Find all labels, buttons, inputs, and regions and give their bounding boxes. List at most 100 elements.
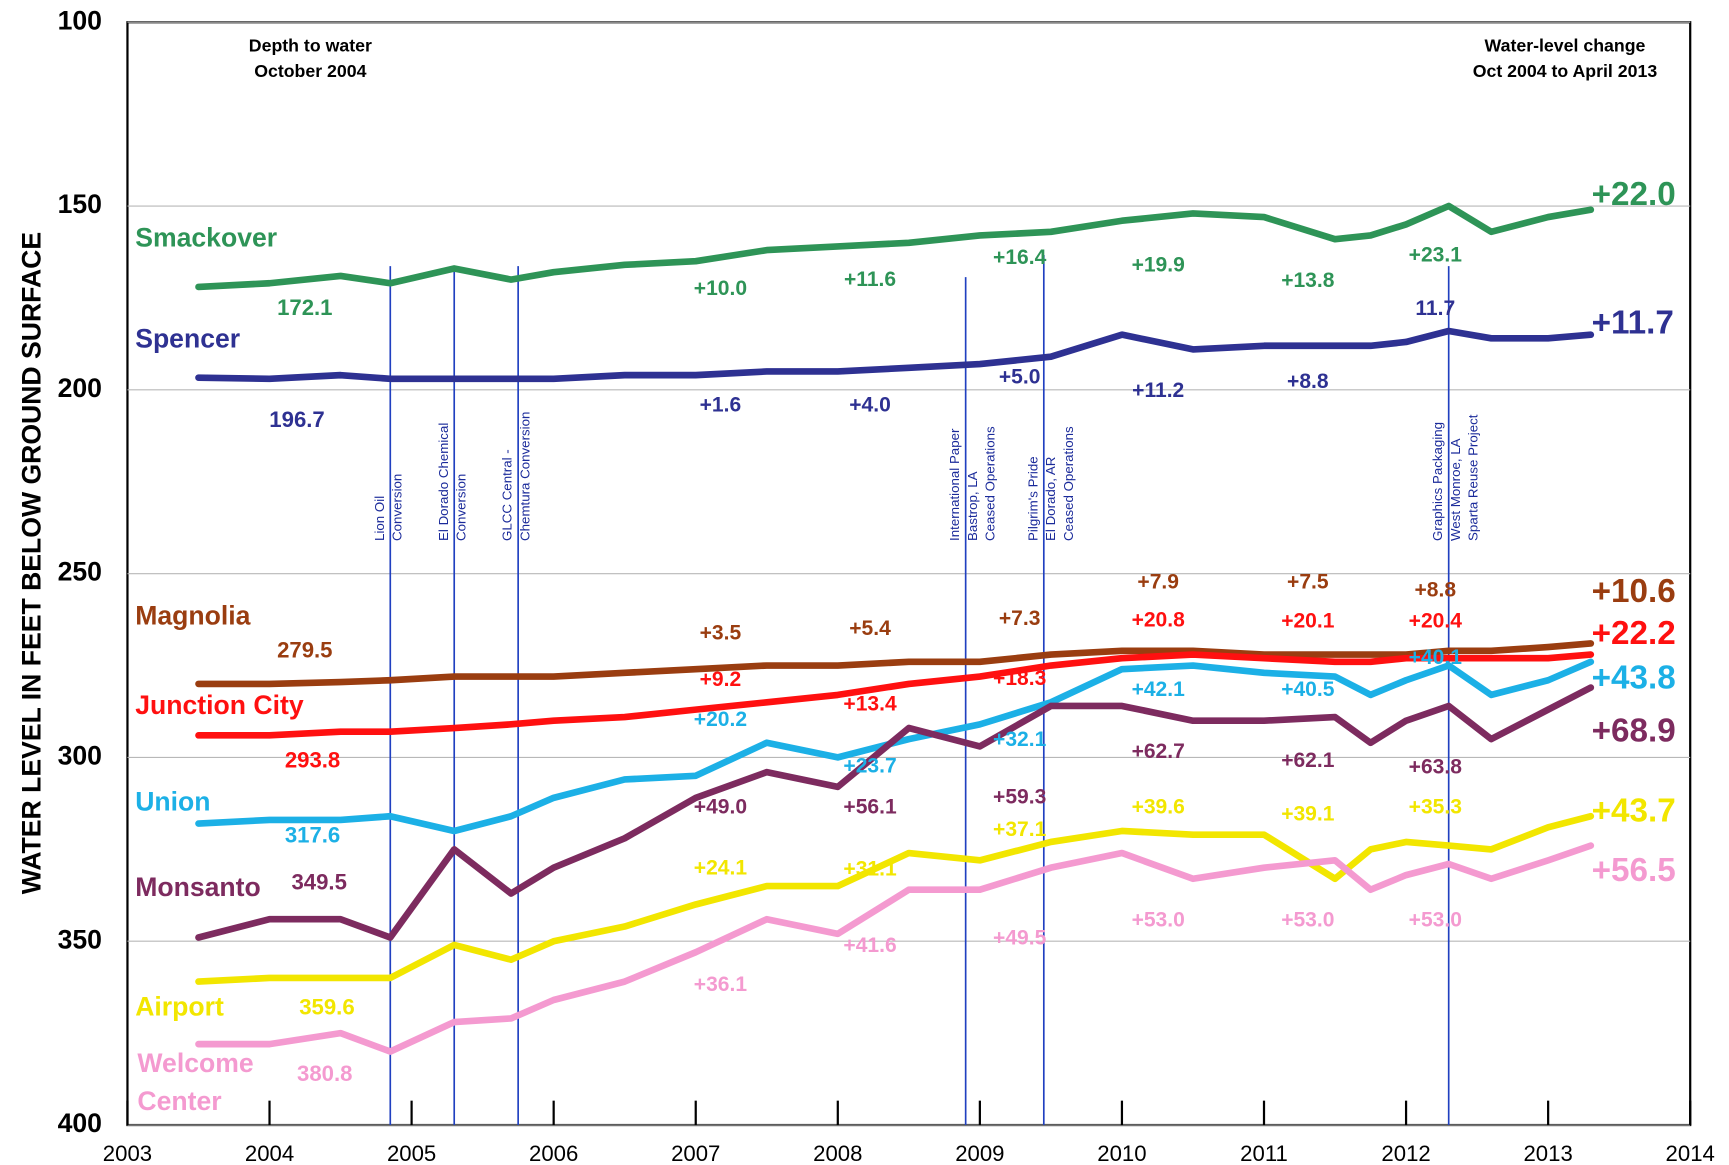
event-label: Conversion: [453, 474, 468, 541]
y-tick-label: 200: [58, 373, 102, 403]
x-tick-label: 2014: [1666, 1141, 1715, 1165]
change-label: +49.5: [993, 926, 1047, 949]
start-label: 359.6: [299, 995, 354, 1020]
x-tick-label: 2006: [529, 1141, 578, 1165]
y-tick-label: 150: [58, 189, 102, 219]
change-label: +4.0: [849, 393, 891, 416]
x-tick-label: 2008: [813, 1141, 862, 1165]
event-label: Pilgrim's Pride: [1025, 456, 1040, 541]
change-label: +37.1: [993, 818, 1047, 841]
change-label: +31.1: [843, 858, 897, 881]
x-tick-label: 2007: [671, 1141, 720, 1165]
change-label: +62.1: [1281, 749, 1335, 772]
right-note: Oct 2004 to April 2013: [1473, 61, 1658, 81]
event-label: El Dorado Chemical: [436, 423, 451, 541]
y-tick-label: 300: [58, 740, 102, 770]
change-label: +63.8: [1409, 756, 1463, 779]
y-tick-label: 400: [58, 1108, 102, 1138]
right-note: Water-level change: [1485, 35, 1646, 55]
change-label: +56.1: [843, 796, 897, 819]
change-label: +49.0: [694, 796, 747, 819]
change-label: +40.5: [1281, 678, 1335, 701]
series-name: Monsanto: [135, 872, 261, 902]
end-label: +22.2: [1592, 615, 1676, 652]
change-label: +24.1: [694, 857, 748, 880]
event-label: Lion Oil: [372, 496, 387, 541]
series-line: [195, 651, 1595, 739]
series-line: [195, 812, 1595, 985]
series-line: [195, 327, 1595, 383]
series-name: Spencer: [135, 323, 240, 353]
change-label: +8.8: [1287, 370, 1329, 393]
series-name: Airport: [135, 992, 224, 1022]
end-label: +43.7: [1592, 792, 1676, 829]
event-label: Chemtura Conversion: [517, 412, 532, 541]
series-name: Smackover: [135, 223, 277, 253]
change-label: +62.7: [1132, 740, 1185, 763]
event-label: El Dorado, AR: [1043, 457, 1058, 541]
change-label: +7.5: [1287, 571, 1329, 594]
change-label: +20.8: [1132, 608, 1186, 631]
change-label: +5.0: [999, 366, 1041, 389]
change-label: +39.1: [1281, 802, 1335, 825]
event-label: Sparta Reuse Project: [1466, 414, 1481, 541]
y-tick-label: 250: [58, 557, 102, 587]
change-label: +11.2: [1132, 379, 1184, 402]
change-label: +20.1: [1281, 609, 1335, 632]
left-note: Depth to water: [249, 35, 372, 55]
change-label: +41.6: [843, 934, 896, 957]
series-line: [195, 640, 1595, 688]
change-label: +59.3: [993, 786, 1046, 809]
y-tick-label: 350: [58, 924, 102, 954]
event-label: Conversion: [390, 474, 405, 541]
change-label: +20.2: [694, 708, 747, 731]
change-label: +11.6: [844, 268, 896, 291]
change-label: +23.1: [1409, 244, 1463, 267]
event-label: Graphics Packaging: [1430, 422, 1445, 541]
series-name: Magnolia: [135, 600, 250, 630]
change-label: +20.4: [1409, 609, 1463, 632]
series-name: Union: [135, 787, 210, 817]
y-axis-label: WATER LEVEL IN FEET BELOW GROUND SURFACE: [16, 232, 46, 894]
change-label: +7.3: [999, 607, 1041, 630]
end-label: +68.9: [1592, 712, 1676, 749]
x-tick-label: 2013: [1523, 1141, 1572, 1165]
change-label: +53.0: [1132, 909, 1185, 932]
change-label: +19.9: [1132, 254, 1185, 277]
x-tick-label: 2005: [387, 1141, 436, 1165]
series-line: [195, 684, 1595, 941]
change-label: +53.0: [1281, 909, 1334, 932]
x-tick-label: 2004: [245, 1141, 294, 1165]
left-note: October 2004: [254, 61, 366, 81]
change-label: +35.3: [1409, 796, 1462, 819]
start-label: 317.6: [285, 823, 340, 848]
change-label: +10.0: [694, 277, 747, 300]
end-label: +43.8: [1592, 659, 1676, 696]
change-label: 11.7: [1415, 297, 1455, 320]
change-label: +16.4: [993, 246, 1047, 269]
change-label: +40.1: [1409, 646, 1463, 669]
event-label: West Monroe, LA: [1448, 438, 1463, 541]
change-label: +23.7: [843, 755, 896, 778]
x-tick-label: 2011: [1240, 1141, 1288, 1165]
series-name: Junction City: [135, 690, 304, 720]
event-label: Ceased Operations: [1061, 426, 1076, 541]
change-label: +8.8: [1415, 578, 1457, 601]
change-label: +42.1: [1132, 678, 1186, 701]
start-label: 380.8: [297, 1061, 352, 1086]
event-label: GLCC Central -: [500, 449, 515, 541]
x-tick-label: 2010: [1097, 1141, 1146, 1165]
change-label: +1.6: [700, 393, 742, 416]
start-label: 196.7: [269, 407, 324, 432]
x-tick-label: 2012: [1381, 1141, 1430, 1165]
change-label: +18.3: [993, 667, 1046, 690]
series-line: [195, 842, 1595, 1055]
change-label: +53.0: [1409, 909, 1462, 932]
change-label: +36.1: [694, 973, 748, 996]
start-label: 279.5: [277, 638, 332, 663]
start-label: 293.8: [285, 747, 340, 772]
change-label: +39.6: [1132, 796, 1185, 819]
change-label: +5.4: [849, 617, 891, 640]
series-name: Welcome Center: [137, 1048, 253, 1116]
start-label: 349.5: [291, 869, 346, 894]
